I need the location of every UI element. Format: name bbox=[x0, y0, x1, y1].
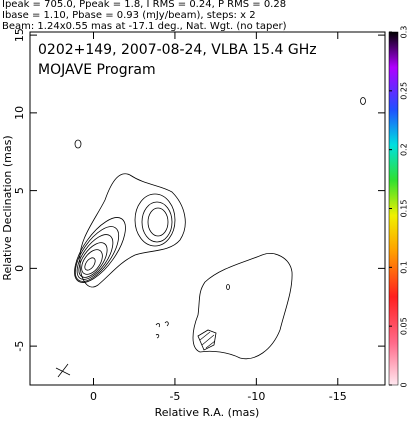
x-tick-label: -10 bbox=[247, 390, 265, 403]
colorbar-tick-label: 0.15 bbox=[400, 200, 409, 218]
x-tick-label: -15 bbox=[329, 390, 347, 403]
colorbar-tick-label: 0.25 bbox=[400, 82, 409, 100]
y-tick-label: 10 bbox=[13, 106, 26, 120]
contour bbox=[192, 253, 293, 360]
contour bbox=[76, 234, 114, 280]
y-tick-label: -5 bbox=[13, 341, 26, 352]
contours bbox=[55, 97, 366, 378]
x-tick-label: -5 bbox=[169, 390, 180, 403]
beam bbox=[55, 363, 71, 378]
colorbar-tick-label: 0.1 bbox=[400, 261, 409, 274]
contour bbox=[147, 207, 169, 237]
contour bbox=[81, 249, 103, 275]
hatch bbox=[199, 331, 216, 349]
contour bbox=[360, 97, 366, 105]
contour bbox=[74, 139, 82, 149]
header-line: Ibase = 1.10, Pbase = 0.93 (mJy/beam), s… bbox=[2, 10, 256, 21]
colorbar-tick-label: 0.2 bbox=[400, 143, 409, 156]
colorbar-tick-label: 0 bbox=[400, 382, 409, 387]
contour bbox=[155, 321, 169, 339]
colorbar-tick-label: 0.05 bbox=[400, 317, 409, 335]
header-line: Ipeak = 705.0, Ppeak = 1.8, I RMS = 0.24… bbox=[2, 0, 286, 10]
contour-core bbox=[84, 257, 96, 271]
header-line: Beam: 1.24x0.55 mas at -17.1 deg., Nat. … bbox=[2, 21, 287, 32]
contour bbox=[226, 284, 230, 290]
plot-subtitle: MOJAVE Program bbox=[38, 62, 156, 78]
colorbar-tick-label: 0.3 bbox=[400, 26, 409, 39]
y-tick-label: 0 bbox=[13, 265, 26, 272]
x-tick-label: 0 bbox=[90, 390, 97, 403]
contour bbox=[134, 193, 176, 247]
x-axis-label: Relative R.A. (mas) bbox=[155, 406, 260, 419]
plot-title: 0202+149, 2007-08-24, VLBA 15.4 GHz bbox=[38, 42, 317, 58]
contour bbox=[197, 329, 217, 351]
y-tick-label: 15 bbox=[13, 28, 26, 42]
contour bbox=[74, 226, 120, 282]
contour bbox=[141, 201, 173, 243]
plot-frame bbox=[29, 31, 386, 386]
contour bbox=[74, 217, 126, 283]
y-axis-label: Relative Declination (mas) bbox=[1, 135, 14, 280]
y-tick-label: 5 bbox=[13, 187, 26, 194]
contour bbox=[79, 173, 186, 288]
contour bbox=[78, 242, 108, 278]
